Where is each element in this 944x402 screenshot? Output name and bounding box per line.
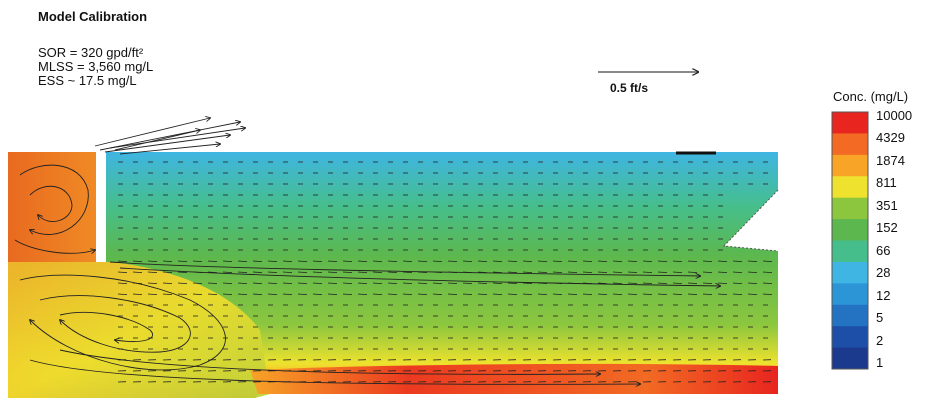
param-mlss: MLSS = 3,560 mg/L bbox=[38, 60, 153, 74]
legend-tick-label: 1 bbox=[876, 356, 883, 370]
sludge-blanket bbox=[250, 364, 778, 394]
legend-tick-label: 2 bbox=[876, 334, 883, 348]
legend-title: Conc. (mg/L) bbox=[833, 90, 908, 104]
legend-swatch bbox=[832, 198, 868, 220]
param-sor: SOR = 320 gpd/ft² bbox=[38, 46, 143, 60]
legend-swatch bbox=[832, 112, 868, 134]
legend-swatch bbox=[832, 219, 868, 241]
legend-tick-label: 4329 bbox=[876, 131, 905, 145]
legend-swatch bbox=[832, 155, 868, 177]
legend-swatch bbox=[832, 348, 868, 370]
legend-tick-label: 10000 bbox=[876, 109, 912, 123]
legend-swatch bbox=[832, 241, 868, 263]
legend-swatch bbox=[832, 305, 868, 327]
legend-tick-label: 66 bbox=[876, 244, 890, 258]
legend-tick-label: 351 bbox=[876, 199, 898, 213]
legend-swatch bbox=[832, 283, 868, 305]
legend-swatch bbox=[832, 262, 868, 284]
legend-tick-label: 28 bbox=[876, 266, 890, 280]
legend-swatch bbox=[832, 133, 868, 155]
legend-tick-label: 12 bbox=[876, 289, 890, 303]
legend-tick-label: 5 bbox=[876, 311, 883, 325]
param-ess: ESS ~ 17.5 mg/L bbox=[38, 74, 137, 88]
legend-colorbar bbox=[832, 112, 868, 370]
figure-title: Model Calibration bbox=[38, 10, 147, 24]
surface-vectors bbox=[95, 118, 245, 154]
velocity-scale-label: 0.5 ft/s bbox=[610, 81, 648, 95]
legend-swatch bbox=[832, 326, 868, 348]
inlet-well bbox=[8, 152, 96, 262]
legend-tick-label: 152 bbox=[876, 221, 898, 235]
legend-swatch bbox=[832, 176, 868, 198]
inlet-baffle bbox=[96, 150, 106, 262]
legend-tick-label: 811 bbox=[876, 176, 897, 190]
legend-tick-label: 1874 bbox=[876, 154, 905, 168]
